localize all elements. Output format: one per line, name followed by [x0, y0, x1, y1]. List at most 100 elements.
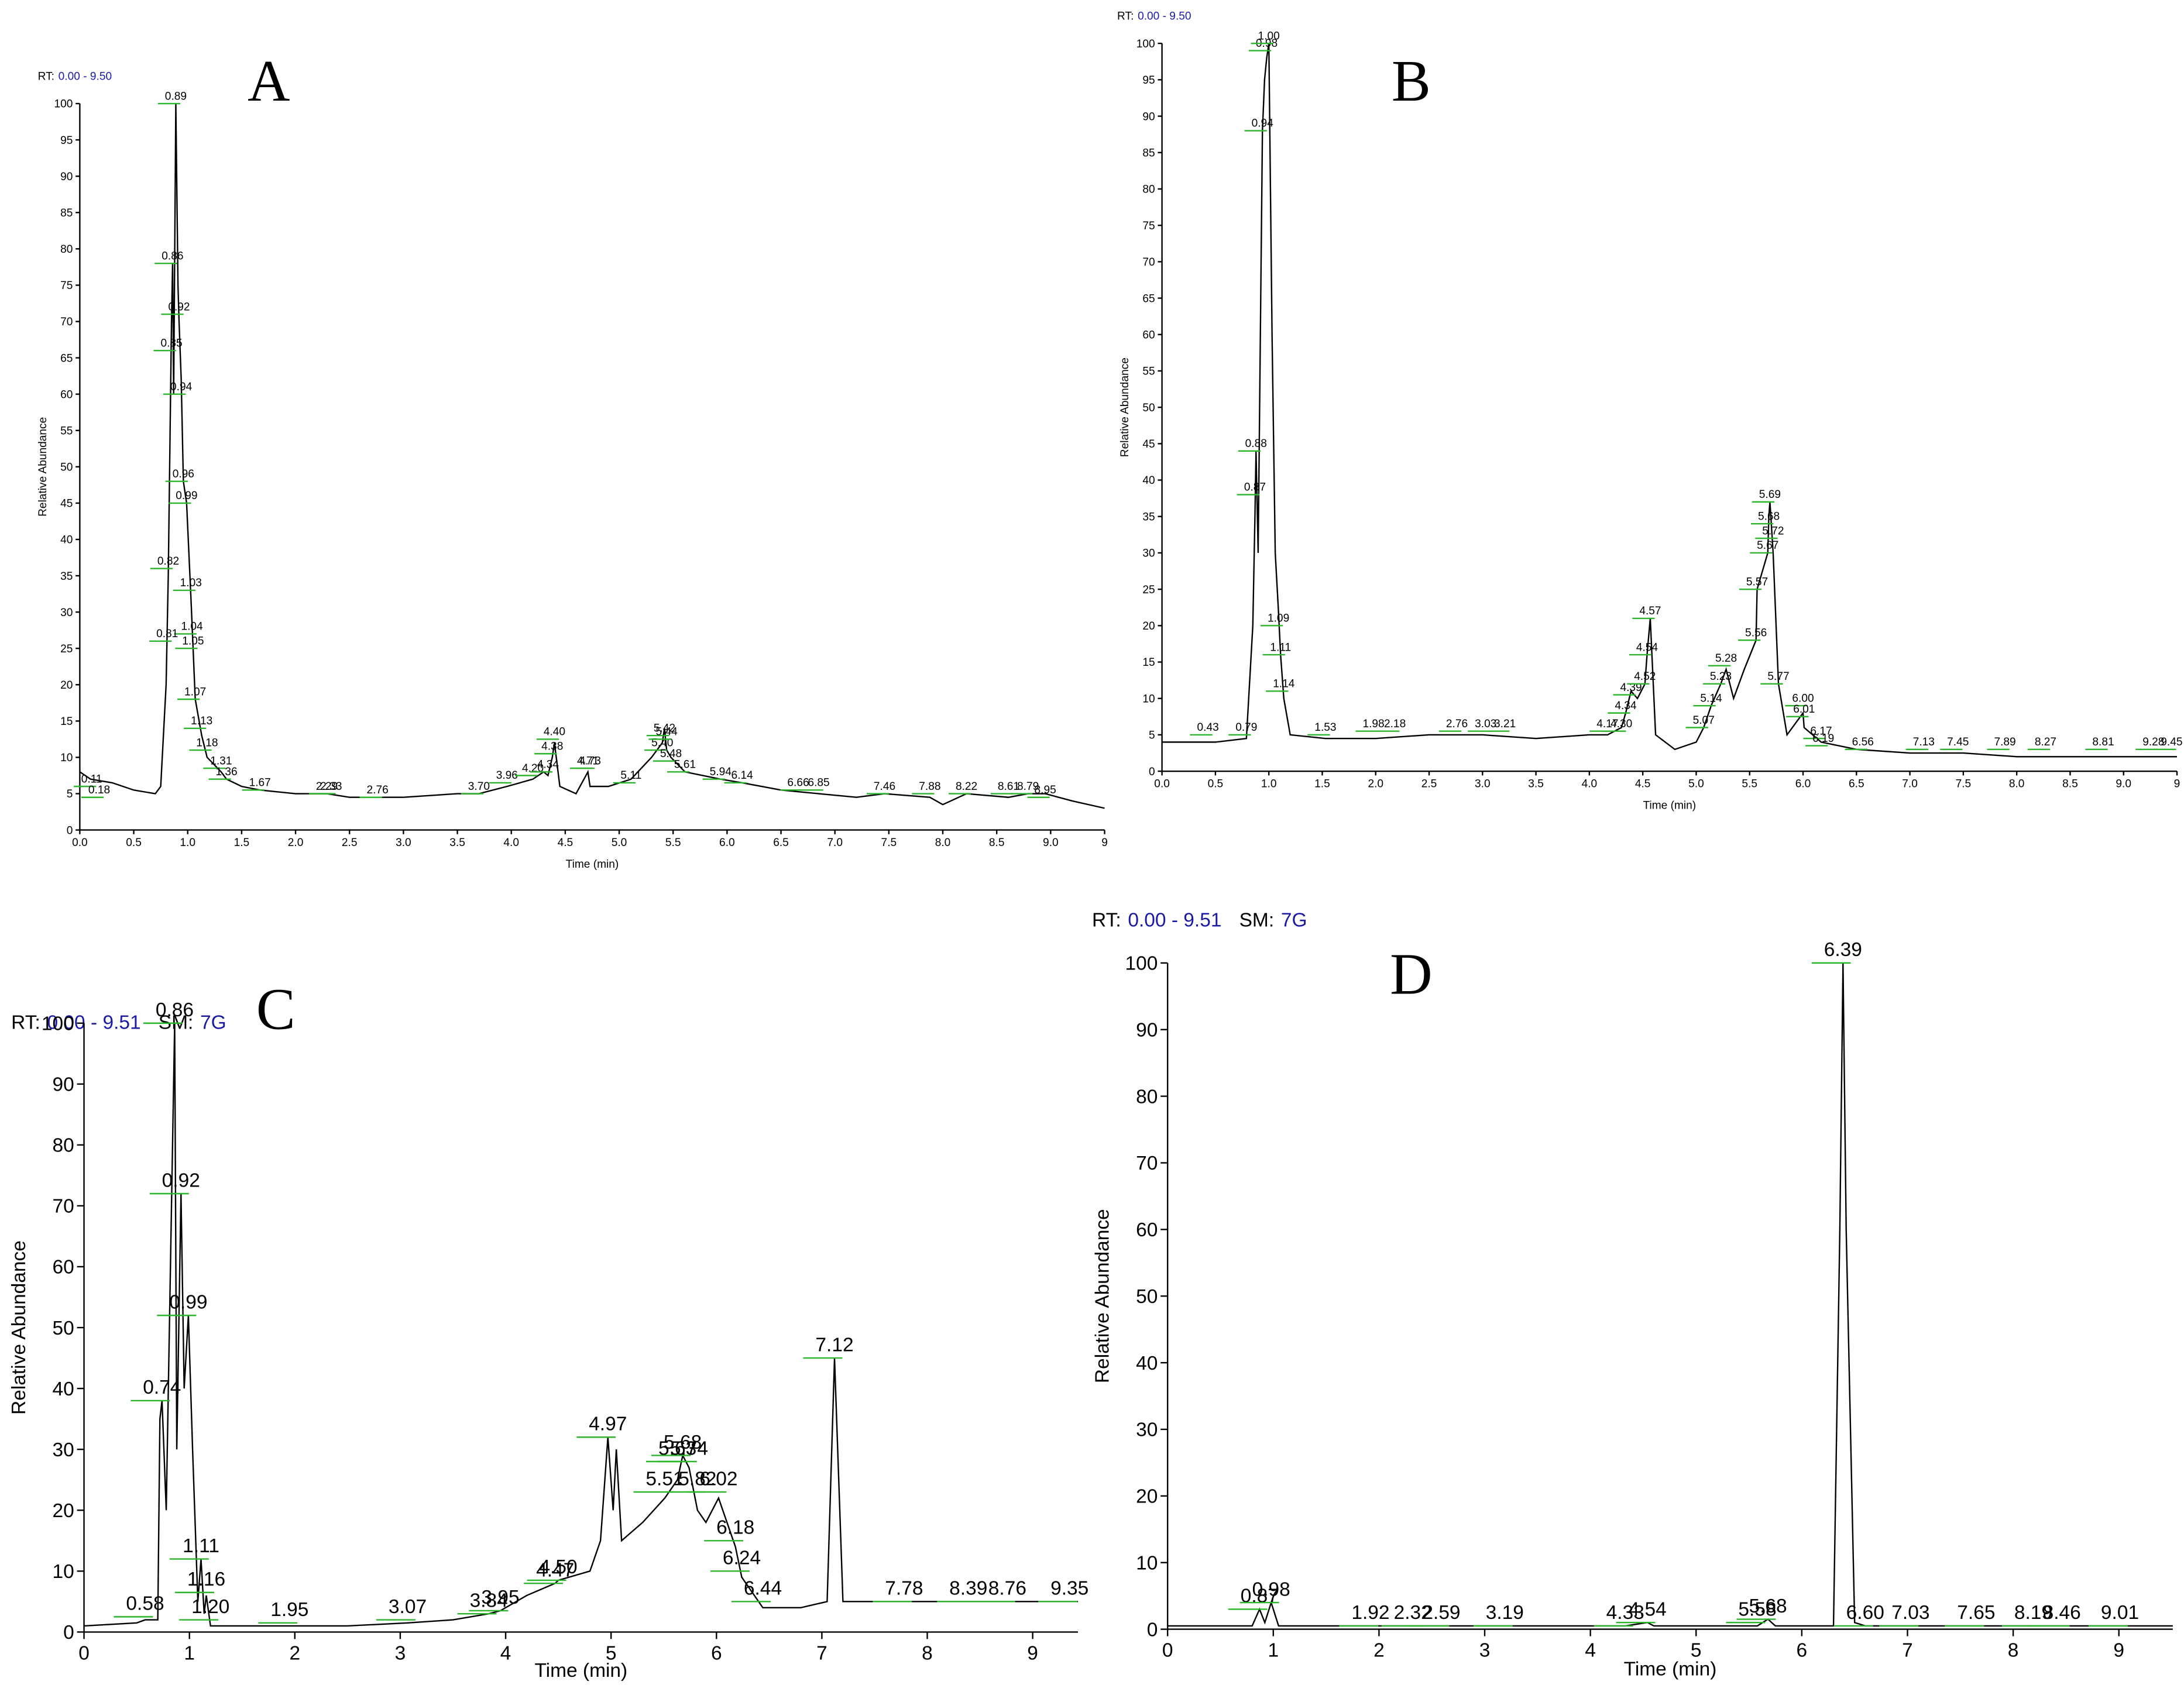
y-tick-label: 5 [1149, 730, 1155, 742]
peak-label: 5.51 [645, 1468, 684, 1490]
peak-label: 2.32 [1394, 1602, 1432, 1624]
peak-label: 0.11 [81, 773, 102, 785]
y-tick-label: 15 [60, 716, 73, 728]
peak-label: 0.89 [165, 90, 187, 102]
y-tick-label: 90 [53, 1074, 74, 1096]
x-tick-label: 1.0 [1261, 778, 1277, 790]
y-tick-label: 85 [1142, 147, 1155, 159]
x-axis-label: Time (min) [566, 858, 619, 871]
y-tick-label: 30 [1142, 548, 1155, 560]
x-tick-label: 8 [922, 1643, 933, 1665]
peak-label: 7.78 [885, 1578, 923, 1600]
peak-label: 1.09 [1268, 613, 1289, 625]
y-tick-label: 100 [54, 98, 73, 111]
peak-label: 5.48 [660, 748, 682, 760]
y-tick-label: 80 [60, 243, 73, 256]
peak-label: 4.39 [1620, 682, 1642, 694]
x-tick-label: 0 [1162, 1640, 1173, 1662]
y-tick-label: 10 [1142, 693, 1155, 705]
y-tick-label: 25 [60, 643, 73, 655]
peak-label: 4.50 [540, 1556, 578, 1578]
peak-label: 6.44 [744, 1578, 782, 1600]
peak-label: 4.17 [1596, 718, 1618, 730]
peak-label: 1.11 [183, 1535, 219, 1557]
y-tick-label: 10 [60, 752, 73, 764]
header-text: 7G [200, 1012, 226, 1033]
peak-label: 2.33 [320, 780, 342, 793]
x-tick-label: 2.0 [288, 837, 304, 849]
peak-label: 5.68 [664, 1432, 702, 1453]
y-tick-label: 50 [60, 462, 73, 474]
peak-label: 0.79 [1235, 721, 1257, 734]
x-tick-label: 5 [606, 1643, 617, 1665]
x-tick-label: 0.0 [72, 837, 88, 849]
x-tick-label: 4.5 [558, 837, 574, 849]
y-tick-label: 50 [53, 1318, 74, 1339]
x-axis-label: Time (min) [534, 1660, 627, 1682]
peak-label: 7.12 [815, 1334, 853, 1356]
chromatogram-trace [79, 104, 1105, 809]
peak-label: 4.57 [1639, 605, 1661, 617]
x-tick-label: 7.5 [881, 837, 897, 849]
x-tick-label: 6 [1797, 1640, 1808, 1662]
y-tick-label: 60 [53, 1257, 74, 1278]
peak-label: 5.68 [1758, 510, 1780, 522]
peak-label: 5.82 [678, 1468, 716, 1490]
peak-label: 5.42 [654, 723, 675, 735]
peak-label: 6.24 [723, 1548, 761, 1569]
peak-label: 8.79 [1017, 780, 1039, 793]
x-tick-label: 5.0 [1688, 778, 1704, 790]
y-tick-label: 0 [67, 824, 73, 837]
peak-label: 1.05 [182, 635, 204, 648]
y-tick-label: 90 [1142, 111, 1155, 123]
peak-label: 4.33 [1606, 1602, 1644, 1624]
peak-label: 8.81 [2092, 736, 2114, 748]
peak-label: 2.29 [316, 780, 338, 793]
peak-label: 6.39 [1824, 939, 1862, 961]
peak-label: 8.19 [2014, 1602, 2052, 1624]
y-tick-label: 5 [67, 788, 73, 800]
peak-label: 0.87 [1241, 1586, 1279, 1607]
peak-label: 1.11 [1270, 641, 1291, 654]
y-tick-label: 95 [1142, 74, 1155, 87]
header-text: SM: [1239, 910, 1275, 931]
peak-label: 5.74 [670, 1438, 708, 1459]
header-text: 0.00 - 9.50 [59, 70, 112, 82]
peak-label: 5.58 [1738, 1598, 1776, 1620]
y-tick-label: 0 [1147, 1619, 1158, 1641]
x-tick-label: 5.0 [612, 837, 627, 849]
panel-letter: C [256, 976, 296, 1041]
peak-label: 6.60 [1846, 1602, 1884, 1624]
peak-label: 0.99 [176, 490, 197, 502]
y-tick-label: 90 [60, 171, 73, 183]
peak-label: 0.86 [162, 250, 183, 262]
y-tick-label: 40 [53, 1378, 74, 1400]
y-tick-label: 30 [1136, 1419, 1158, 1441]
y-tick-label: 60 [1142, 329, 1155, 341]
peak-label: 5.72 [1762, 525, 1784, 537]
peak-label: 1.07 [184, 686, 206, 698]
y-tick-label: 70 [60, 316, 73, 328]
peak-label: 0.74 [143, 1377, 181, 1398]
y-tick-label: 60 [60, 388, 73, 401]
header-text: 0.00 - 9.51 [1128, 910, 1221, 931]
x-tick-label: 9 [2174, 778, 2180, 790]
x-axis-label: Time (min) [1624, 1659, 1717, 1680]
peak-label: 3.03 [1475, 718, 1496, 730]
x-axis-label: Time (min) [1643, 800, 1696, 812]
x-tick-label: 8.0 [935, 837, 951, 849]
x-tick-label: 2.0 [1368, 778, 1383, 790]
y-tick-label: 10 [53, 1561, 74, 1583]
peak-label: 6.85 [808, 777, 829, 789]
y-tick-label: 40 [1136, 1353, 1158, 1374]
peak-label: 1.14 [1273, 678, 1295, 690]
y-tick-label: 20 [1136, 1486, 1158, 1508]
y-tick-label: 40 [60, 534, 73, 546]
y-tick-label: 75 [1142, 220, 1155, 232]
peak-label: 5.69 [1759, 489, 1781, 501]
peak-label: 7.46 [874, 780, 895, 793]
peak-label: 8.46 [2043, 1602, 2081, 1624]
peak-label: 9.28 [2142, 736, 2164, 748]
x-tick-label: 0 [78, 1643, 90, 1665]
